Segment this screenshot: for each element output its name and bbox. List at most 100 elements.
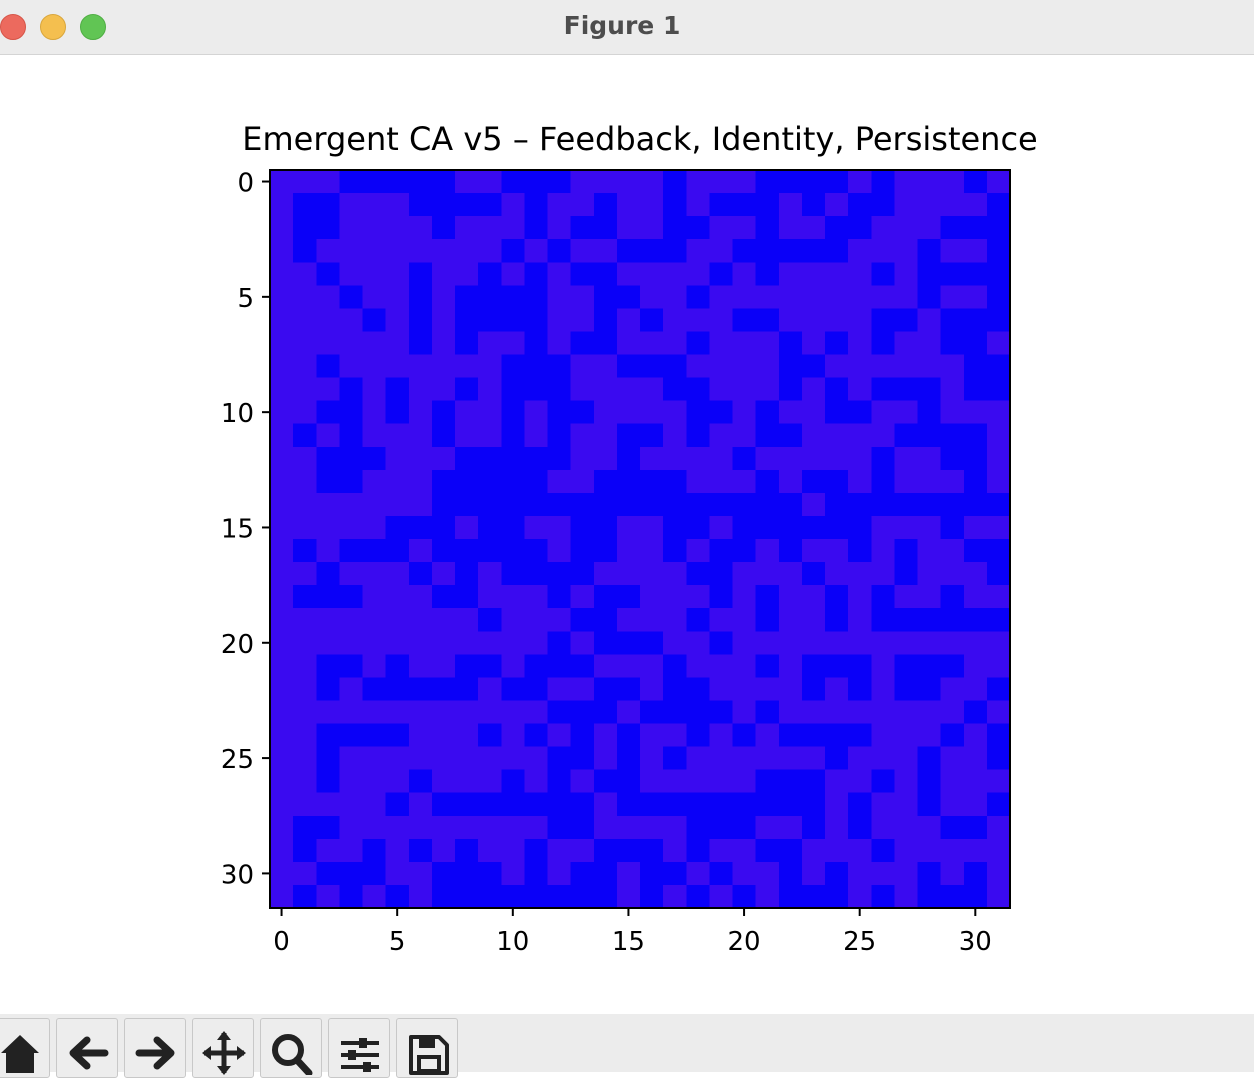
heatmap-cell <box>918 239 942 263</box>
heatmap-cell <box>825 700 849 724</box>
heatmap-cell <box>894 331 918 355</box>
heatmap-cell <box>432 539 456 563</box>
heatmap-cell <box>894 170 918 194</box>
heatmap-cell <box>455 631 479 655</box>
heatmap-cell <box>293 447 317 471</box>
heatmap-cell <box>709 493 733 517</box>
heatmap-cell <box>270 770 294 794</box>
heatmap-cell <box>802 355 826 379</box>
heatmap-cell <box>339 585 363 609</box>
heatmap-cell <box>686 493 710 517</box>
heatmap-cell <box>779 539 803 563</box>
heatmap-cell <box>548 216 572 240</box>
heatmap-cell <box>270 285 294 309</box>
heatmap-cell <box>802 839 826 863</box>
heatmap-cell <box>871 401 895 425</box>
heatmap-cell <box>316 862 340 886</box>
heatmap-cell <box>756 424 780 448</box>
heatmap-cell <box>617 216 641 240</box>
heatmap-cell <box>409 401 433 425</box>
heatmap-cell <box>409 355 433 379</box>
save-button[interactable] <box>396 1018 458 1078</box>
heatmap-cell <box>571 170 595 194</box>
heatmap-cell <box>571 816 595 840</box>
heatmap-cell <box>363 585 387 609</box>
heatmap-cell <box>733 285 757 309</box>
heatmap-cell <box>386 262 410 286</box>
zoom-button[interactable] <box>260 1018 322 1078</box>
heatmap-cell <box>640 816 664 840</box>
heatmap-cell <box>871 793 895 817</box>
heatmap-cell <box>617 585 641 609</box>
heatmap-cell <box>339 631 363 655</box>
heatmap-cell <box>756 493 780 517</box>
heatmap-cell <box>571 862 595 886</box>
heatmap-cell <box>894 424 918 448</box>
heatmap-cell <box>709 862 733 886</box>
heatmap-cell <box>825 401 849 425</box>
forward-button[interactable] <box>124 1018 186 1078</box>
heatmap-cell <box>339 308 363 332</box>
heatmap-cell <box>964 262 988 286</box>
heatmap-cell <box>686 724 710 748</box>
heatmap-cell <box>501 839 525 863</box>
heatmap-cell <box>363 654 387 678</box>
heatmap-cell <box>409 677 433 701</box>
heatmap-cell <box>478 724 502 748</box>
heatmap-cell <box>941 862 965 886</box>
heatmap-cell <box>779 401 803 425</box>
heatmap-cell <box>779 770 803 794</box>
heatmap-cell <box>941 677 965 701</box>
heatmap-cell <box>848 401 872 425</box>
heatmap-cell <box>386 885 410 909</box>
heatmap-cell <box>455 585 479 609</box>
heatmap-cell <box>779 470 803 494</box>
heatmap-cell <box>594 631 618 655</box>
heatmap-cell <box>455 816 479 840</box>
heatmap-cell <box>894 470 918 494</box>
heatmap-cell <box>825 378 849 402</box>
heatmap-cell <box>894 216 918 240</box>
heatmap-cell <box>548 724 572 748</box>
heatmap-cell <box>941 562 965 586</box>
heatmap-cell <box>663 885 687 909</box>
heatmap-cell <box>524 470 548 494</box>
heatmap-cell <box>663 747 687 771</box>
heatmap-cell <box>756 816 780 840</box>
heatmap-cell <box>894 378 918 402</box>
heatmap-cell <box>455 839 479 863</box>
x-tick-label: 25 <box>843 927 876 957</box>
heatmap-cell <box>871 170 895 194</box>
heatmap-cell <box>987 585 1011 609</box>
heatmap-cell <box>825 493 849 517</box>
configure-subplots-button[interactable] <box>328 1018 390 1078</box>
heatmap-cell <box>571 839 595 863</box>
heatmap-cell <box>617 839 641 863</box>
back-button[interactable] <box>56 1018 118 1078</box>
heatmap-cell <box>663 493 687 517</box>
heatmap-cell <box>293 239 317 263</box>
heatmap-cell <box>640 700 664 724</box>
heatmap-cell <box>663 839 687 863</box>
pan-button[interactable] <box>192 1018 254 1078</box>
heatmap-cell <box>918 216 942 240</box>
heatmap-cell <box>363 378 387 402</box>
heatmap-cell <box>964 516 988 540</box>
heatmap-cell <box>501 424 525 448</box>
heatmap-cell <box>987 470 1011 494</box>
heatmap-cell <box>316 770 340 794</box>
heatmap-cell <box>686 216 710 240</box>
heatmap-cell <box>987 816 1011 840</box>
heatmap-cell <box>548 470 572 494</box>
home-button[interactable] <box>0 1018 50 1078</box>
heatmap-cell <box>386 239 410 263</box>
heatmap-cell <box>918 885 942 909</box>
heatmap-cell <box>941 770 965 794</box>
heatmap-cell <box>709 470 733 494</box>
heatmap-cell <box>571 401 595 425</box>
heatmap-cell <box>386 447 410 471</box>
heatmap-cell <box>478 447 502 471</box>
heatmap-cell <box>501 331 525 355</box>
heatmap-cell <box>640 885 664 909</box>
heatmap-cell <box>848 239 872 263</box>
